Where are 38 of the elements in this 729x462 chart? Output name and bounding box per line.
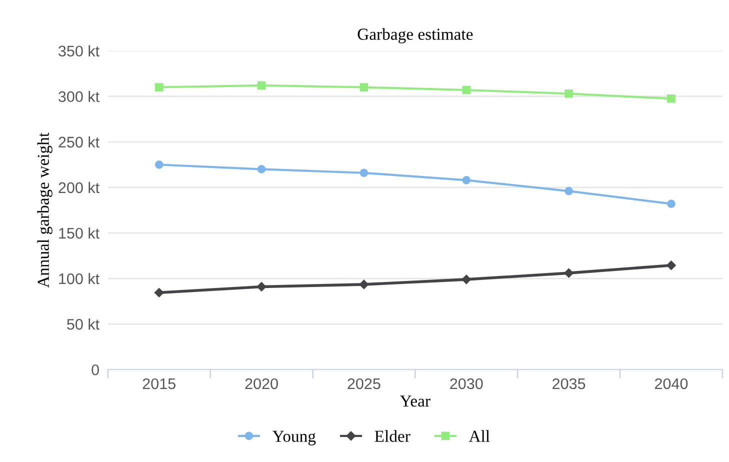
legend-label: Young xyxy=(272,430,316,446)
y-tick-label: 200 kt xyxy=(58,182,100,194)
point xyxy=(154,83,164,92)
point xyxy=(256,282,266,292)
y-tick-label: 0 xyxy=(92,364,99,376)
y-tick-label: 250 kt xyxy=(58,136,100,148)
point xyxy=(667,200,676,208)
x-tick-label: 2015 xyxy=(142,378,176,390)
point xyxy=(564,268,574,278)
point xyxy=(257,165,266,174)
point xyxy=(667,94,676,103)
y-axis-title: Annual garbage weight xyxy=(37,132,52,288)
point xyxy=(564,89,573,98)
point xyxy=(359,280,369,290)
legend-label: All xyxy=(468,430,490,442)
point xyxy=(666,260,676,270)
y-tick-label: 50 kt xyxy=(67,318,100,330)
point xyxy=(462,176,471,184)
x-tick-label: 2025 xyxy=(348,378,380,390)
point xyxy=(462,86,471,94)
chart-title: Garbage estimate xyxy=(358,28,473,44)
point xyxy=(564,186,573,196)
x-axis-title: Year xyxy=(400,396,430,407)
y-tick-label: 150 kt xyxy=(59,227,100,239)
point xyxy=(154,288,164,298)
y-tick-label: 350 kt xyxy=(58,45,100,57)
x-tick-label: 2020 xyxy=(245,378,278,390)
point xyxy=(360,168,368,178)
point xyxy=(360,83,368,92)
y-tick-label: 100 kt xyxy=(59,272,100,284)
point xyxy=(257,81,266,90)
x-tick-label: 2030 xyxy=(450,378,483,390)
x-tick-label: 2040 xyxy=(655,378,688,390)
point xyxy=(462,274,471,284)
point xyxy=(154,160,164,169)
y-tick-label: 300 kt xyxy=(58,90,100,102)
legend-label: Elder xyxy=(374,430,410,442)
x-tick-label: 2035 xyxy=(552,378,586,390)
